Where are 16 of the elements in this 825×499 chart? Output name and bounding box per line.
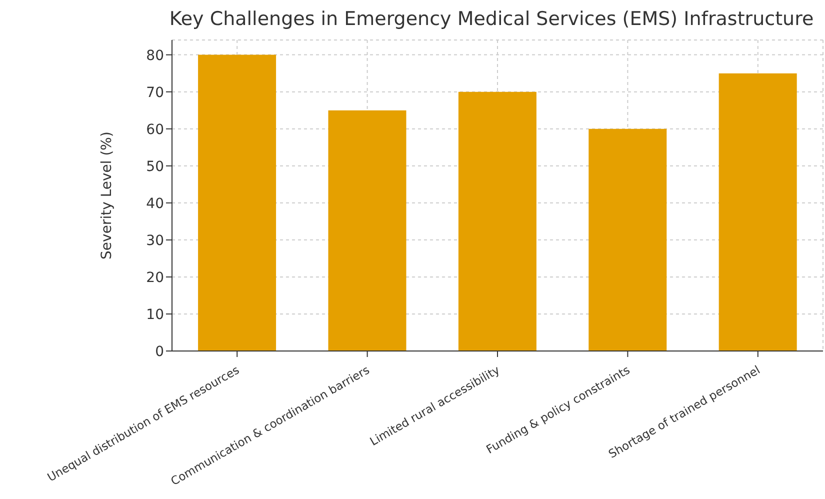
chart-title: Key Challenges in Emergency Medical Services (EMS) Infrastructure [168,8,815,32]
y-axis-title: Severity Level (%) [98,132,115,260]
y-tick-label: 80 [146,48,164,64]
bar [198,54,276,351]
y-tick-label: 60 [146,122,164,138]
y-tick-label: 40 [146,196,164,212]
bar [458,92,536,351]
y-tick-label: 70 [146,84,164,101]
bar [718,73,797,351]
y-tick-label: 30 [146,232,164,249]
y-tick-label: 50 [146,158,164,175]
bar [328,110,406,351]
y-tick-label: 10 [146,306,164,323]
y-tick-label: 20 [146,270,164,286]
bar [588,128,667,351]
y-tick-label: 0 [155,344,164,360]
